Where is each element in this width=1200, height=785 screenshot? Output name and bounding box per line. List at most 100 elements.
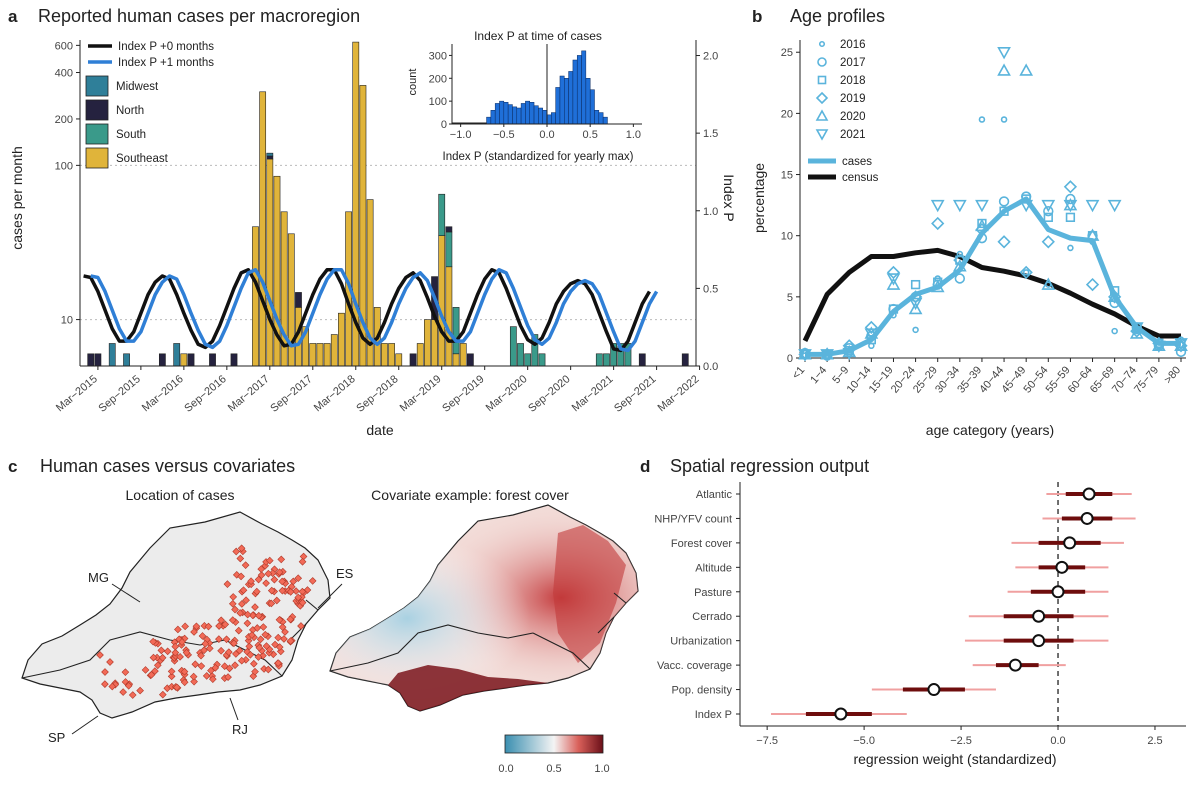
case-point (149, 653, 158, 662)
d-xtick-label: −5.0 (853, 735, 875, 747)
point-2019 (1108, 290, 1122, 304)
case-point (253, 624, 262, 632)
inset-bar (486, 116, 492, 125)
case-point (182, 648, 191, 657)
d-ytick-label: Pasture (694, 587, 732, 599)
legend-line-0-label: Index P +0 months (118, 41, 214, 53)
case-point (275, 643, 284, 651)
point-2021 (886, 273, 901, 286)
inset-bar (564, 78, 569, 125)
case-point (243, 619, 252, 628)
estimate-point (1080, 511, 1094, 525)
b-ytick-label: 15 (781, 170, 793, 182)
point-2018 (1043, 212, 1053, 222)
legend-label-north: North (116, 105, 144, 117)
inset-bg (448, 40, 648, 126)
inset-bar (594, 110, 600, 125)
case-point (250, 659, 258, 668)
case-point (229, 593, 238, 601)
point-2016 (1111, 327, 1118, 335)
case-point (222, 635, 231, 644)
case-point (204, 622, 213, 631)
point-2019 (931, 216, 945, 231)
a-xtick-label: Sep−2016 (182, 373, 228, 415)
point-2017 (1109, 297, 1120, 309)
case-point (157, 646, 166, 655)
inset-xtick-label: 0.5 (583, 129, 598, 141)
panel-b-ylabel: percentage (751, 163, 767, 233)
inset-bar (568, 71, 574, 125)
label-sp-line (71, 715, 99, 735)
case-point (173, 683, 181, 692)
index-p-line-0 (83, 268, 651, 353)
case-point (261, 630, 270, 639)
a-ytick-label: 400 (55, 68, 73, 80)
case-point (221, 620, 230, 629)
case-point (230, 639, 238, 648)
point-2021 (1174, 338, 1188, 351)
bar-midwest (266, 152, 274, 157)
d-ytick-label: NHP/YFV count (654, 513, 732, 525)
point-2018 (1065, 212, 1076, 222)
legend-census-label: census (842, 172, 879, 184)
b-xtick-label: >80 (1162, 364, 1183, 386)
case-point (294, 593, 303, 602)
inset-bar (576, 55, 582, 125)
forest-shade-3 (388, 665, 548, 711)
inset-bar (520, 103, 526, 125)
bar-north (187, 353, 195, 367)
estimate-point (834, 707, 848, 721)
bar-north (158, 353, 166, 367)
point-2020 (997, 63, 1011, 76)
case-point (278, 623, 287, 631)
point-2018 (955, 255, 965, 265)
bar-southeast (445, 266, 453, 367)
point-2017 (817, 57, 827, 67)
inset-bar (494, 103, 500, 125)
point-2019 (864, 320, 878, 335)
b-xtick-label: <1 (790, 364, 807, 381)
point-2017 (954, 273, 966, 284)
inset-bar (503, 102, 509, 125)
inset-bar (529, 102, 535, 125)
point-2021 (1041, 199, 1056, 213)
case-point (278, 577, 287, 586)
inset-bar (490, 110, 496, 125)
a-ytick-label: 200 (55, 114, 73, 126)
point-2020 (930, 279, 945, 293)
point-2021 (1107, 199, 1122, 213)
case-point (232, 547, 241, 556)
point-2019 (1130, 324, 1144, 338)
panel-a-inset: Index P at time of cases Index P (standa… (407, 29, 648, 163)
inset-ytick-label: 300 (429, 50, 447, 62)
bar-north (87, 353, 95, 367)
case-point (121, 668, 130, 676)
point-2020 (952, 259, 967, 272)
case-point (197, 662, 206, 670)
case-point (286, 588, 295, 596)
bar-south (445, 231, 453, 268)
a-xtick-label: Sep−2019 (440, 373, 486, 415)
point-2019 (1174, 339, 1188, 353)
bar-north (638, 353, 646, 367)
case-point (244, 636, 253, 645)
case-point (205, 644, 214, 653)
case-point (255, 643, 264, 652)
point-2016 (1022, 269, 1030, 276)
a-xtick-label: Sep−2021 (612, 373, 658, 415)
inset-xtick-label: 0.0 (539, 129, 554, 141)
b-ytick-label: 20 (781, 108, 793, 120)
case-point (237, 544, 246, 553)
case-point (181, 622, 189, 631)
case-point (198, 632, 207, 640)
inset-bar (516, 107, 522, 125)
bar-southeast (416, 343, 424, 367)
label-sp: SP (48, 730, 65, 745)
a-xtick-label: Mar−2016 (140, 373, 186, 414)
a-ytick-label: 600 (55, 40, 73, 52)
case-point (191, 660, 200, 669)
bar-southeast (323, 343, 331, 367)
case-point (264, 665, 273, 674)
point-2019 (953, 253, 967, 267)
